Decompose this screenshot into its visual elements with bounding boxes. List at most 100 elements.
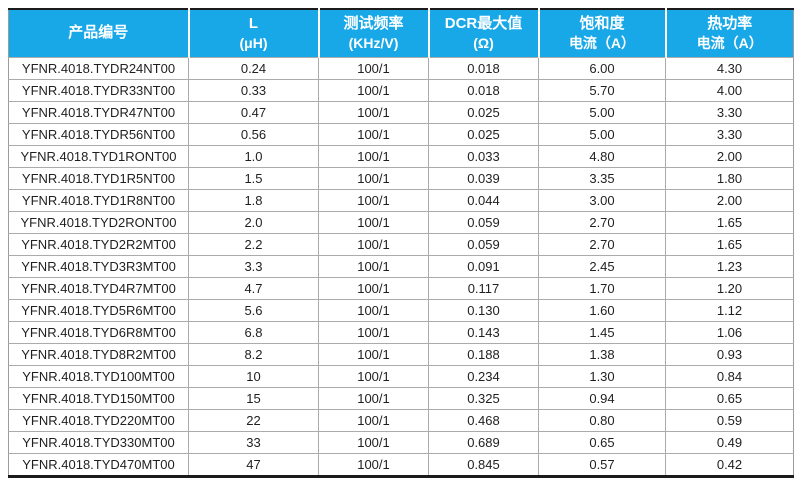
value-cell: 1.65 [665,233,794,256]
value-cell: 0.84 [665,365,794,388]
value-cell: 22 [188,409,319,432]
value-cell: 0.33 [188,79,319,102]
table-row: YFNR.4018.TYDR33NT00 0.33 100/1 0.018 5.70 4.… [8,79,794,102]
column-header-5: 饱和度 电流（A） [537,9,666,58]
value-cell: 100/1 [318,123,429,146]
part-number-cell: YFNR.4018.TYD8R2MT00 [8,343,189,366]
column-header-line1: 热功率 [707,14,753,32]
column-header-line2: 电流（A） [696,35,763,52]
value-cell: 8.2 [188,343,319,366]
value-cell: 100/1 [318,387,429,410]
value-cell: 0.234 [428,365,539,388]
value-cell: 3.00 [538,189,666,212]
value-cell: 100/1 [318,431,429,454]
value-cell: 100/1 [318,409,429,432]
table-row: YFNR.4018.TYD470MT00 47 100/1 0.845 0.57 0.42 [8,453,794,477]
part-number-cell: YFNR.4018.TYD2R2MT00 [8,233,189,256]
value-cell: 2.70 [538,211,666,234]
value-cell: 4.80 [538,145,666,168]
value-cell: 0.025 [428,101,539,124]
value-cell: 0.025 [428,123,539,146]
table-row: YFNR.4018.TYD6R8MT00 6.8 100/1 0.143 1.45 1.0… [8,321,794,344]
part-number-cell: YFNR.4018.TYD330MT00 [8,431,189,454]
column-header-line1: 产品编号 [68,24,129,42]
value-cell: 100/1 [318,343,429,366]
value-cell: 100/1 [318,79,429,102]
value-cell: 0.57 [538,453,666,477]
value-cell: 1.30 [538,365,666,388]
value-cell: 2.0 [188,211,319,234]
table-row: YFNR.4018.TYDR47NT00 0.47 100/1 0.025 5.00 3.… [8,101,794,124]
value-cell: 15 [188,387,319,410]
value-cell: 47 [188,453,319,477]
column-header-1: 产品编号 [8,9,189,58]
column-header-line2: (μH) [239,35,268,52]
value-cell: 3.35 [538,167,666,190]
value-cell: 0.80 [538,409,666,432]
value-cell: 0.845 [428,453,539,477]
table-row: YFNR.4018.TYDR56NT00 0.56 100/1 0.025 5.00 3.… [8,123,794,146]
value-cell: 2.00 [665,145,794,168]
part-number-cell: YFNR.4018.TYD1R5NT00 [8,167,189,190]
value-cell: 4.30 [665,57,794,80]
value-cell: 1.20 [665,277,794,300]
table-row: YFNR.4018.TYD1R5NT00 1.5 100/1 0.039 3.35 1.8… [8,167,794,190]
value-cell: 0.091 [428,255,539,278]
value-cell: 0.059 [428,233,539,256]
part-number-cell: YFNR.4018.TYD5R6MT00 [8,299,189,322]
value-cell: 5.00 [538,101,666,124]
column-header-3: 测试频率 (KHz/V) [317,9,429,58]
value-cell: 100/1 [318,255,429,278]
column-header-6: 热功率电流（A） [664,9,794,58]
value-cell: 100/1 [318,57,429,80]
value-cell: 100/1 [318,277,429,300]
table-row: YFNR.4018.TYD330MT00 33 100/1 0.689 0.65 0.49 [8,431,794,454]
value-cell: 1.65 [665,211,794,234]
table-header: 产品编号 L (μH) 测试频率 (KHz/V) DCR最大值 (Ω) 饱和度 电流（A） 热功率… [8,9,794,58]
table-row: YFNR.4018.TYD2RONT00 2.0 100/1 0.059 2.70 1.6… [8,211,794,234]
part-number-cell: YFNR.4018.TYD470MT00 [8,453,189,477]
value-cell: 100/1 [318,101,429,124]
part-number-cell: YFNR.4018.TYDR56NT00 [8,123,189,146]
part-number-cell: YFNR.4018.TYD1RONT00 [8,145,189,168]
value-cell: 0.143 [428,321,539,344]
value-cell: 100/1 [318,189,429,212]
value-cell: 0.044 [428,189,539,212]
value-cell: 0.47 [188,101,319,124]
table-row: YFNR.4018.TYD3R3MT00 3.3 100/1 0.091 2.45 1.2… [8,255,794,278]
value-cell: 100/1 [318,453,429,477]
value-cell: 3.3 [188,255,319,278]
value-cell: 0.018 [428,79,539,102]
column-header-line1: 测试频率 [343,14,404,32]
value-cell: 100/1 [318,365,429,388]
value-cell: 0.94 [538,387,666,410]
value-cell: 0.42 [665,453,794,477]
table-row: YFNR.4018.TYD4R7MT00 4.7 100/1 0.117 1.70 1.2… [8,277,794,300]
table-row: YFNR.4018.TYD100MT00 10 100/1 0.234 1.30 0.84 [8,365,794,388]
part-number-cell: YFNR.4018.TYD150MT00 [8,387,189,410]
value-cell: 1.38 [538,343,666,366]
value-cell: 0.039 [428,167,539,190]
part-number-cell: YFNR.4018.TYDR24NT00 [8,57,189,80]
value-cell: 100/1 [318,321,429,344]
value-cell: 5.00 [538,123,666,146]
value-cell: 100/1 [318,233,429,256]
column-header-line2: (KHz/V) [348,35,399,52]
column-header-2: L (μH) [187,9,319,58]
value-cell: 1.60 [538,299,666,322]
product-spec-table-container: 产品编号 L (μH) 测试频率 (KHz/V) DCR最大值 (Ω) 饱和度 电流（A） 热功率… [8,8,794,478]
value-cell: 0.65 [538,431,666,454]
table-row: YFNR.4018.TYD1R8NT00 1.8 100/1 0.044 3.00 2.0… [8,189,794,212]
table-body: YFNR.4018.TYDR24NT00 0.24 100/1 0.018 6.00 4.… [8,57,794,477]
value-cell: 0.130 [428,299,539,322]
product-spec-table: 产品编号 L (μH) 测试频率 (KHz/V) DCR最大值 (Ω) 饱和度 电流（A） 热功率… [8,8,794,478]
part-number-cell: YFNR.4018.TYD4R7MT00 [8,277,189,300]
column-header-line1: 饱和度 [579,14,625,32]
value-cell: 2.45 [538,255,666,278]
value-cell: 100/1 [318,299,429,322]
value-cell: 100/1 [318,167,429,190]
part-number-cell: YFNR.4018.TYD1R8NT00 [8,189,189,212]
value-cell: 0.49 [665,431,794,454]
part-number-cell: YFNR.4018.TYDR47NT00 [8,101,189,124]
part-number-cell: YFNR.4018.TYD2RONT00 [8,211,189,234]
